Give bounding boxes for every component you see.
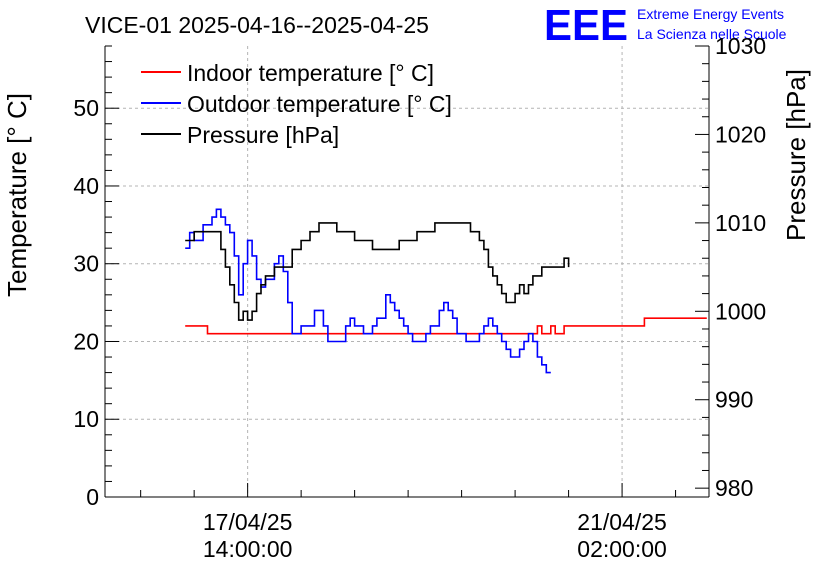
y-right-tick-label: 1030 [715,33,766,59]
axes: 01020304050980990100010101020103017/04/2… [73,33,766,562]
legend: Indoor temperature [° C] Outdoor tempera… [141,60,452,148]
y-left-label: Temperature [° C] [2,93,32,297]
y-right-tick-label: 990 [715,387,753,413]
y-right-tick-label: 1020 [715,121,766,147]
y-right-tick-label: 1010 [715,210,766,236]
x-tick-label-time: 14:00:00 [203,536,293,562]
outdoor-temperature-line [185,208,551,374]
y-right-tick-label: 980 [715,475,753,501]
legend-label-pressure: Pressure [hPa] [187,122,339,148]
y-left-tick-label: 50 [73,95,99,121]
y-right-label: Pressure [hPa] [781,69,811,241]
y-left-tick-label: 0 [86,484,99,510]
grid [105,46,709,497]
y-left-tick-label: 40 [73,173,99,199]
eee-logo: EEE Extreme Energy Events La Scienza nel… [544,1,787,50]
y-left-tick-label: 30 [73,251,99,277]
y-left-tick-label: 10 [73,406,99,432]
logo-line2: La Scienza nelle Scuole [637,26,787,42]
legend-label-indoor: Indoor temperature [° C] [187,60,434,86]
x-tick-label-date: 17/04/25 [203,509,293,535]
x-tick-label-date: 21/04/25 [577,509,667,535]
chart-title: VICE-01 2025-04-16--2025-04-25 [85,12,429,38]
indoor-temperature-line [185,317,707,335]
y-right-tick-label: 1000 [715,298,766,324]
x-tick-label-time: 02:00:00 [577,536,667,562]
series-layer [185,208,707,374]
logo-line1: Extreme Energy Events [637,6,784,22]
eee-logo-mark: EEE [544,1,628,50]
legend-label-outdoor: Outdoor temperature [° C] [187,91,452,117]
pressure-line [185,222,570,321]
y-left-tick-label: 20 [73,328,99,354]
